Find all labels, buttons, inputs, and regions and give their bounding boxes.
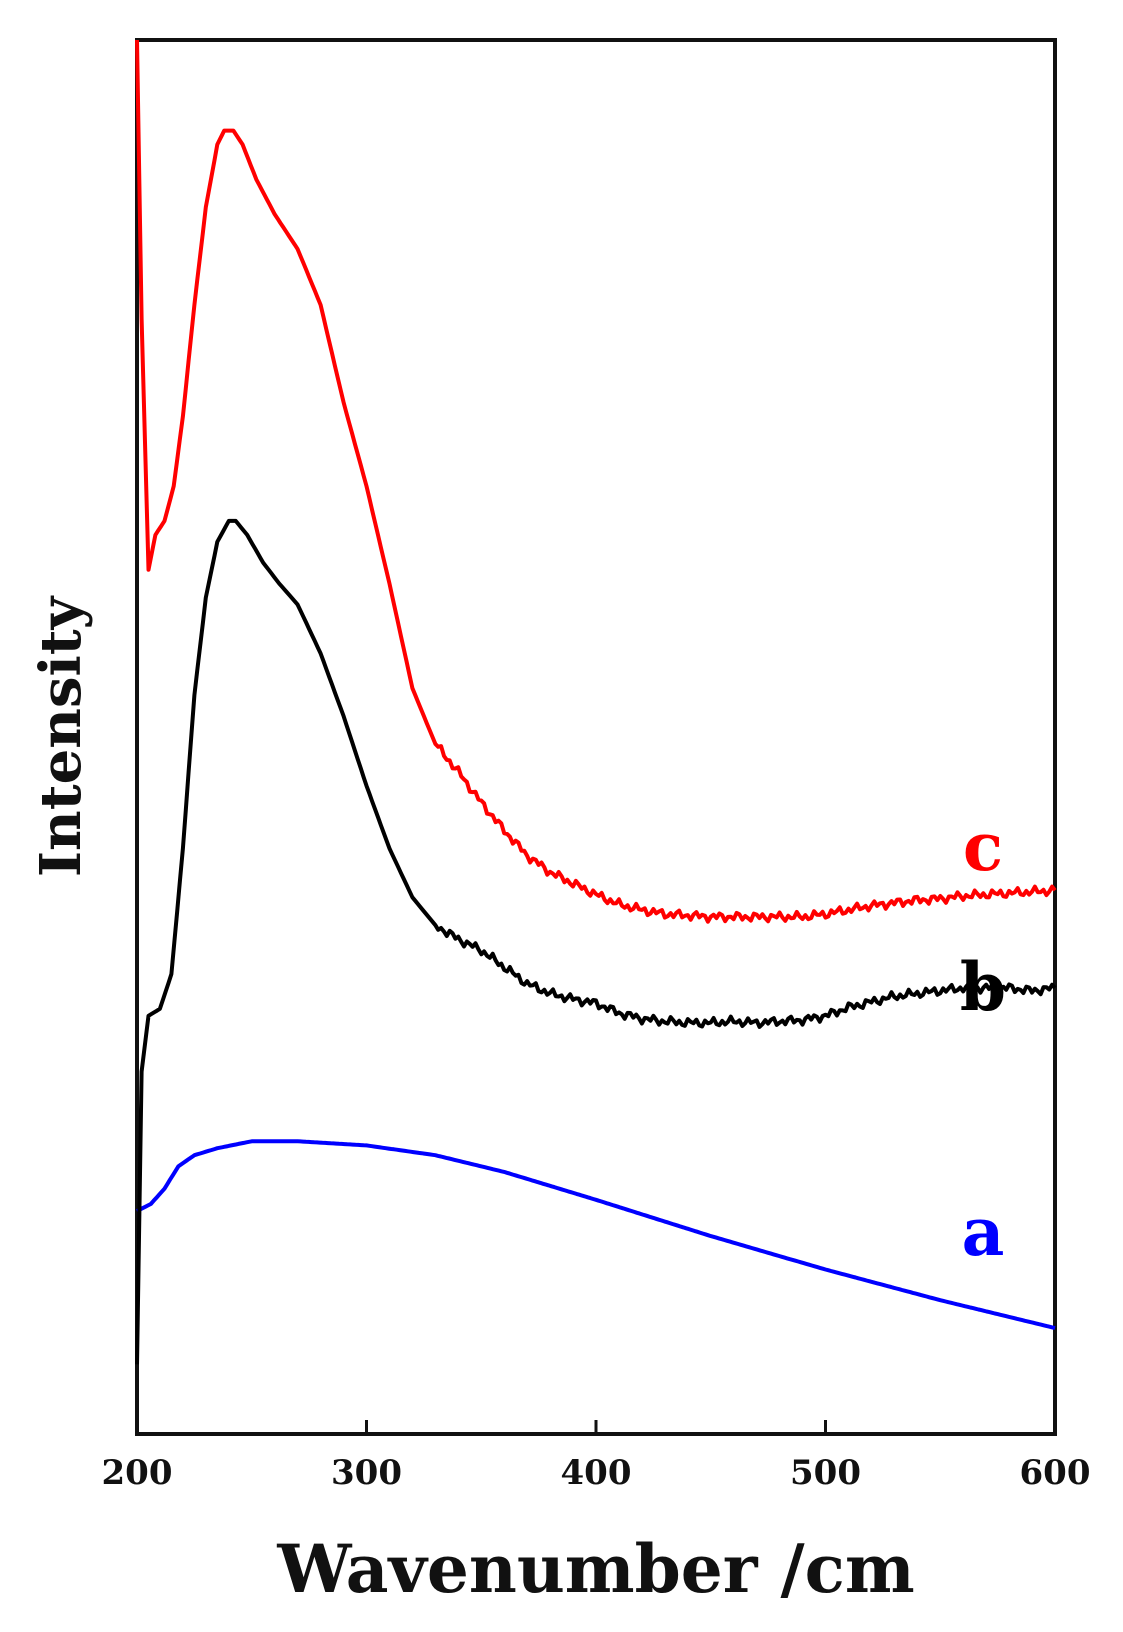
series-line-b	[137, 521, 1055, 1364]
x-tick-label: 300	[331, 1453, 402, 1493]
series-label-b: b	[960, 948, 1006, 1026]
x-axis-title: Wavenumber /cm	[276, 1530, 914, 1608]
x-tick-label: 400	[561, 1453, 632, 1493]
x-ticks: 200 300 400 500 600	[102, 1420, 1091, 1493]
series-labels: a bc	[960, 808, 1006, 1271]
series-line-c	[137, 40, 1055, 922]
x-tick-label: 200	[102, 1453, 173, 1493]
x-tick-label: 600	[1020, 1453, 1091, 1493]
series-layer	[137, 40, 1055, 1364]
x-tick-label: 500	[790, 1453, 861, 1493]
series-label-a: a	[962, 1193, 1005, 1271]
series-line-a	[137, 1141, 1055, 1328]
plot-frame	[137, 40, 1055, 1434]
y-axis-title: Intensity	[28, 595, 94, 877]
series-label-c: c	[963, 808, 1003, 886]
